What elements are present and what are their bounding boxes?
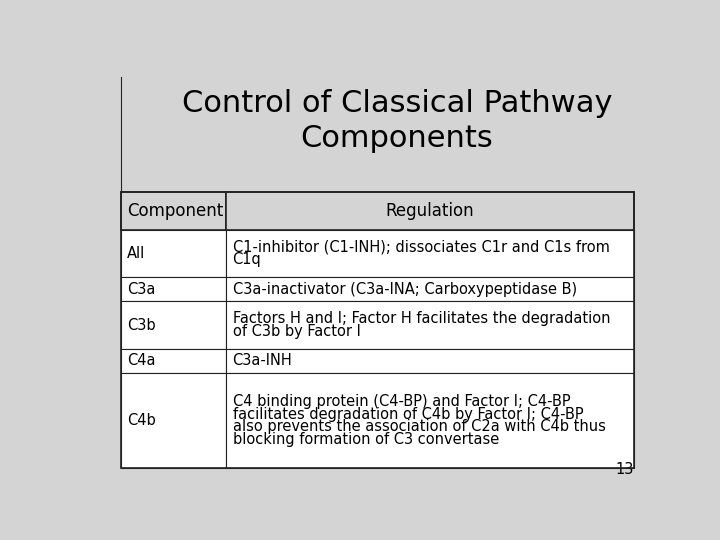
Text: C1q: C1q [233, 252, 261, 267]
Text: Control of Classical Pathway
Components: Control of Classical Pathway Components [181, 89, 612, 153]
Bar [121, 192, 226, 230]
Bar [121, 301, 226, 349]
Bar [121, 192, 634, 468]
Text: All: All [127, 246, 145, 261]
Text: also prevents the association of C2a with C4b thus: also prevents the association of C2a wit… [233, 419, 606, 434]
Text: C1-inhibitor (C1-INH); dissociates C1r and C1s from: C1-inhibitor (C1-INH); dissociates C1r a… [233, 240, 610, 255]
Bar [121, 230, 226, 278]
Bar [226, 192, 634, 230]
Bar [121, 278, 226, 301]
Text: C4a: C4a [127, 353, 156, 368]
Bar [121, 349, 226, 373]
Text: C4 binding protein (C4-BP) and Factor I; C4-BP: C4 binding protein (C4-BP) and Factor I;… [233, 394, 570, 409]
Text: C3b: C3b [127, 318, 156, 333]
Bar [226, 230, 634, 278]
Bar [226, 278, 634, 301]
Text: C3a: C3a [127, 282, 156, 297]
Text: Component: Component [127, 201, 224, 220]
Bar [226, 373, 634, 468]
Text: blocking formation of C3 convertase: blocking formation of C3 convertase [233, 432, 499, 447]
Bar [121, 373, 226, 468]
Text: C4b: C4b [127, 413, 156, 428]
Text: C3a-INH: C3a-INH [233, 353, 292, 368]
Text: of C3b by Factor I: of C3b by Factor I [233, 324, 361, 339]
Text: 13: 13 [616, 462, 634, 477]
Bar [226, 349, 634, 373]
Text: facilitates degradation of C4b by Factor I; C4-BP: facilitates degradation of C4b by Factor… [233, 407, 583, 422]
Text: Factors H and I; Factor H facilitates the degradation: Factors H and I; Factor H facilitates th… [233, 312, 610, 326]
Text: C3a-inactivator (C3a-INA; Carboxypeptidase B): C3a-inactivator (C3a-INA; Carboxypeptida… [233, 282, 577, 297]
Bar [226, 301, 634, 349]
Text: Regulation: Regulation [386, 201, 474, 220]
